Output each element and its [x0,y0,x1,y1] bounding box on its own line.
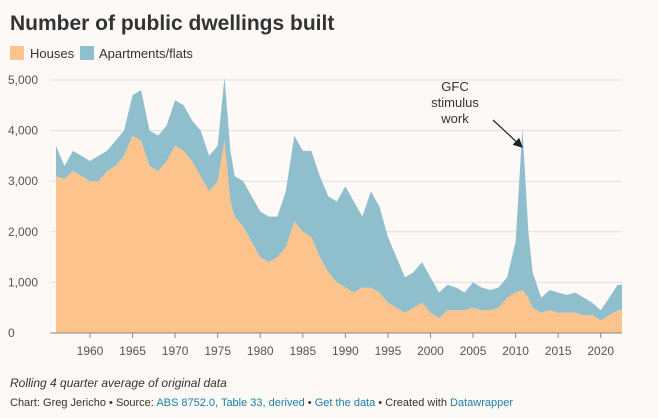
x-tick-label: 2010 [502,344,529,358]
y-tick-label: 0 [8,326,15,340]
data-link[interactable]: Get the data [315,397,376,409]
datawrapper-link[interactable]: Datawrapper [450,397,513,409]
annotation-arrow [492,119,523,148]
axes: 0 1,000 2,000 3,000 4,000 5,000 1960 1965 1970 19… [8,73,622,358]
area [55,77,622,321]
x-tick-label: 1995 [375,344,402,358]
y-tick-label: 2,000 [8,225,38,239]
x-tick-label: 1970 [162,344,189,358]
x-tick-label: 1985 [289,344,316,358]
chart-title: Number of public dwellings built [10,12,334,35]
legend-label: Apartments/flats [99,46,193,61]
legend-swatch [10,46,24,60]
plot [55,77,622,333]
x-tick-label: 1980 [247,344,274,358]
source-link[interactable]: ABS 8752.0, Table 33, derived [156,397,304,409]
credit-text: • Created with [375,397,450,409]
credit-text: Chart: Greg Jericho • Source: [10,397,156,409]
y-tick-label: 1,000 [8,275,38,289]
notes: Rolling 4 quarter average of original da… [10,376,227,390]
annotation: work [440,111,469,126]
x-tick-label: 2020 [587,344,614,358]
credit-text: • [305,397,315,409]
legend-swatch [80,46,94,60]
x-tick-label: 1990 [332,344,359,358]
x-tick-label: 1975 [204,344,231,358]
annotation: GFC [441,79,468,94]
credit: Chart: Greg Jericho • Source: ABS 8752.0… [10,397,513,409]
area [55,135,622,333]
legend-label: Houses [30,46,75,61]
y-tick-label: 5,000 [8,73,38,87]
y-tick-label: 3,000 [8,174,38,188]
x-tick-label: 1965 [119,344,146,358]
y-tick-label: 4,000 [8,124,38,138]
x-tick-label: 2005 [460,344,487,358]
annotation: stimulus [431,95,479,110]
x-tick-label: 1960 [77,344,104,358]
x-tick-label: 2000 [417,344,444,358]
x-tick-label: 2015 [545,344,572,358]
